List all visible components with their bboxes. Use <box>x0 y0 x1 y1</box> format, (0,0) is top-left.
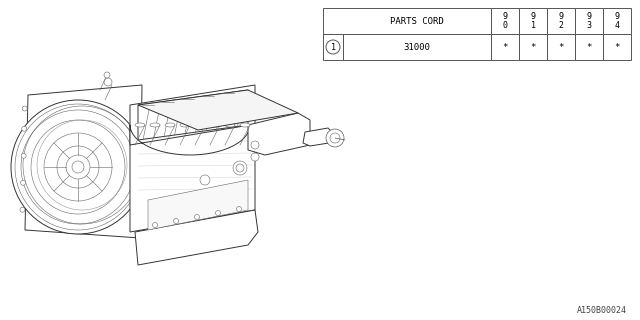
Bar <box>547 8 575 34</box>
Bar <box>603 8 631 34</box>
Circle shape <box>11 100 145 234</box>
Ellipse shape <box>195 123 205 127</box>
Circle shape <box>233 161 247 175</box>
Bar <box>519 8 547 34</box>
Bar <box>575 8 603 34</box>
Text: *: * <box>502 43 508 52</box>
Text: 9
2: 9 2 <box>559 12 563 30</box>
Circle shape <box>200 175 210 185</box>
Circle shape <box>21 153 26 158</box>
Polygon shape <box>138 90 248 140</box>
Circle shape <box>237 206 241 212</box>
Text: 9
1: 9 1 <box>531 12 536 30</box>
Ellipse shape <box>225 123 235 127</box>
Polygon shape <box>25 85 142 238</box>
Bar <box>547 34 575 60</box>
Bar <box>491 8 519 34</box>
Circle shape <box>22 126 27 131</box>
Bar <box>603 34 631 60</box>
Bar <box>323 8 491 34</box>
Polygon shape <box>303 128 335 146</box>
Ellipse shape <box>180 123 190 127</box>
Circle shape <box>20 207 25 212</box>
Circle shape <box>326 40 340 54</box>
Text: 31000: 31000 <box>404 43 431 52</box>
Polygon shape <box>248 113 310 155</box>
Bar <box>323 34 343 60</box>
Circle shape <box>195 214 200 220</box>
Ellipse shape <box>165 123 175 127</box>
Polygon shape <box>148 180 248 230</box>
Circle shape <box>20 180 26 185</box>
Text: *: * <box>531 43 536 52</box>
Ellipse shape <box>240 123 250 127</box>
Circle shape <box>72 161 84 173</box>
Circle shape <box>326 129 344 147</box>
Text: PARTS CORD: PARTS CORD <box>390 17 444 26</box>
Bar <box>575 34 603 60</box>
Circle shape <box>251 141 259 149</box>
Text: *: * <box>558 43 564 52</box>
Circle shape <box>104 72 110 78</box>
Polygon shape <box>130 125 250 155</box>
Ellipse shape <box>210 123 220 127</box>
Polygon shape <box>138 90 298 130</box>
Text: 1: 1 <box>330 43 335 52</box>
Circle shape <box>104 78 112 86</box>
Polygon shape <box>130 85 255 232</box>
Text: A150B00024: A150B00024 <box>577 306 627 315</box>
Bar <box>519 34 547 60</box>
Ellipse shape <box>135 123 145 127</box>
Bar <box>491 34 519 60</box>
Text: 9
3: 9 3 <box>586 12 591 30</box>
Text: *: * <box>586 43 592 52</box>
Circle shape <box>216 211 221 215</box>
Polygon shape <box>135 210 258 265</box>
Circle shape <box>22 106 28 111</box>
Text: 9
0: 9 0 <box>502 12 508 30</box>
Circle shape <box>152 222 157 228</box>
Text: 9
4: 9 4 <box>614 12 620 30</box>
Bar <box>343 34 491 60</box>
Circle shape <box>251 153 259 161</box>
Circle shape <box>173 219 179 223</box>
Text: *: * <box>614 43 620 52</box>
Ellipse shape <box>150 123 160 127</box>
